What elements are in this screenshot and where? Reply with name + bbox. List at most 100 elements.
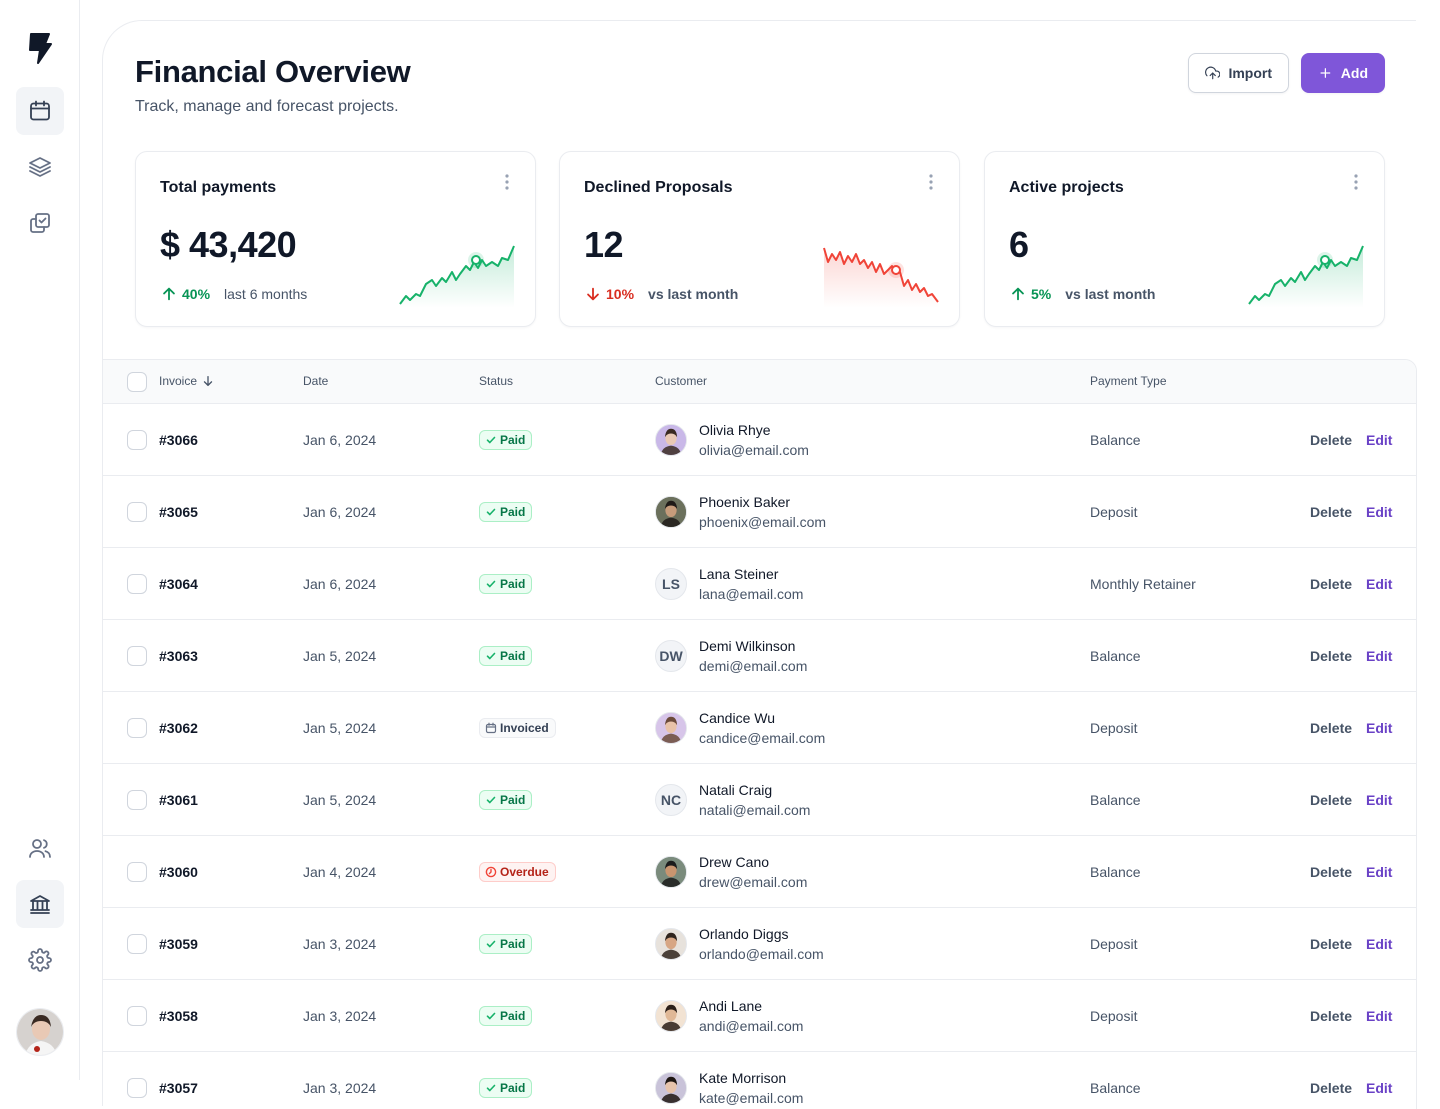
- row-checkbox[interactable]: [127, 934, 147, 954]
- clock-alert-icon: [485, 866, 497, 878]
- header-customer: Customer: [655, 374, 708, 388]
- import-button[interactable]: Import: [1188, 53, 1289, 93]
- payment-type: Balance: [1090, 864, 1141, 880]
- edit-button[interactable]: Edit: [1366, 504, 1393, 520]
- row-checkbox[interactable]: [127, 790, 147, 810]
- delete-button[interactable]: Delete: [1310, 936, 1353, 952]
- main-panel: Financial Overview Track, manage and for…: [102, 20, 1417, 1109]
- card-trend: 10% vs last month: [584, 285, 738, 303]
- row-checkbox[interactable]: [127, 502, 147, 522]
- delete-button[interactable]: Delete: [1310, 1080, 1353, 1096]
- more-vertical-icon[interactable]: [921, 172, 941, 192]
- trend-percent: 10%: [606, 286, 635, 302]
- customer-avatar: [655, 1000, 687, 1032]
- check-copy-icon: [30, 213, 50, 233]
- delete-button[interactable]: Delete: [1310, 432, 1353, 448]
- customer-avatar: DW: [655, 640, 687, 672]
- more-vertical-icon[interactable]: [1346, 172, 1366, 192]
- status-label: Paid: [500, 937, 526, 951]
- invoice-date: Jan 6, 2024: [303, 504, 377, 520]
- row-checkbox[interactable]: [127, 862, 147, 882]
- customer-email: phoenix@email.com: [699, 514, 827, 530]
- arrow-up-icon: [1012, 287, 1024, 301]
- payment-type: Deposit: [1090, 1008, 1138, 1024]
- invoice-number: #3063: [159, 648, 198, 664]
- page-title: Financial Overview: [135, 54, 411, 89]
- nav-layers[interactable]: [16, 143, 64, 191]
- edit-button[interactable]: Edit: [1366, 864, 1393, 880]
- delete-button[interactable]: Delete: [1310, 504, 1353, 520]
- nav-settings[interactable]: [16, 936, 64, 984]
- payment-type: Deposit: [1090, 936, 1138, 952]
- card-trend: 40% last 6 months: [160, 285, 307, 303]
- status-label: Paid: [500, 505, 526, 519]
- check-icon: [486, 580, 496, 588]
- customer-email: kate@email.com: [699, 1090, 804, 1106]
- row-checkbox[interactable]: [127, 646, 147, 666]
- trend-text: vs last month: [1065, 286, 1156, 302]
- customer-email: natali@email.com: [699, 802, 811, 818]
- page-subtitle: Track, manage and forecast projects.: [135, 98, 399, 115]
- nav-tasks[interactable]: [16, 199, 64, 247]
- table-row: #3066 Jan 6, 2024 Paid Olivia Rhye olivia@em…: [103, 404, 1416, 476]
- row-checkbox[interactable]: [127, 574, 147, 594]
- avatar-photo: [656, 713, 686, 743]
- add-label: Add: [1340, 65, 1368, 81]
- delete-button[interactable]: Delete: [1310, 1008, 1353, 1024]
- status-label: Paid: [500, 577, 526, 591]
- arrow-down-icon: [587, 287, 599, 301]
- edit-button[interactable]: Edit: [1366, 576, 1393, 592]
- customer-name: Demi Wilkinson: [699, 638, 796, 654]
- row-checkbox[interactable]: [127, 718, 147, 738]
- edit-button[interactable]: Edit: [1366, 1008, 1393, 1024]
- customer-email: lana@email.com: [699, 586, 804, 602]
- invoice-date: Jan 3, 2024: [303, 1080, 377, 1096]
- status-badge: Paid: [479, 1078, 533, 1098]
- edit-button[interactable]: Edit: [1366, 648, 1393, 664]
- row-checkbox[interactable]: [127, 1006, 147, 1026]
- arrow-down-sort-icon: [203, 375, 213, 387]
- avatar-photo: [656, 497, 686, 527]
- users-icon: [29, 839, 51, 858]
- payment-type: Deposit: [1090, 720, 1138, 736]
- trend-text: last 6 months: [224, 286, 308, 302]
- add-button[interactable]: Add: [1301, 53, 1385, 93]
- header-invoice[interactable]: Invoice: [159, 374, 215, 388]
- user-avatar[interactable]: [16, 1008, 64, 1056]
- row-checkbox[interactable]: [127, 430, 147, 450]
- invoice-date: Jan 6, 2024: [303, 576, 377, 592]
- check-icon: [486, 796, 496, 804]
- avatar-photo: [656, 425, 686, 455]
- select-all-checkbox[interactable]: [127, 372, 147, 392]
- delete-button[interactable]: Delete: [1310, 720, 1353, 736]
- customer-avatar: NC: [655, 784, 687, 816]
- delete-button[interactable]: Delete: [1310, 792, 1353, 808]
- row-checkbox[interactable]: [127, 1078, 147, 1098]
- table-row: #3062 Jan 5, 2024 Invoiced Candice Wu candic…: [103, 692, 1416, 764]
- delete-button[interactable]: Delete: [1310, 648, 1353, 664]
- edit-button[interactable]: Edit: [1366, 936, 1393, 952]
- customer-name: Natali Craig: [699, 782, 773, 798]
- logo-bolt-icon[interactable]: [22, 30, 58, 66]
- edit-button[interactable]: Edit: [1366, 720, 1393, 736]
- nav-bank[interactable]: [16, 880, 64, 928]
- delete-button[interactable]: Delete: [1310, 576, 1353, 592]
- nav-users[interactable]: [16, 824, 64, 872]
- avatar-photo: [17, 1009, 63, 1055]
- header-payment-type: Payment Type: [1090, 374, 1167, 388]
- customer-name: Orlando Diggs: [699, 926, 789, 942]
- payment-type: Balance: [1090, 648, 1141, 664]
- status-label: Overdue: [500, 865, 549, 879]
- check-icon: [486, 940, 496, 948]
- status-label: Paid: [500, 1081, 526, 1095]
- nav-calendar[interactable]: [16, 87, 64, 135]
- edit-button[interactable]: Edit: [1366, 432, 1393, 448]
- edit-button[interactable]: Edit: [1366, 1080, 1393, 1096]
- edit-button[interactable]: Edit: [1366, 792, 1393, 808]
- delete-button[interactable]: Delete: [1310, 864, 1353, 880]
- arrow-up-icon: [163, 287, 175, 301]
- more-vertical-icon[interactable]: [497, 172, 517, 192]
- customer-email: demi@email.com: [699, 658, 808, 674]
- payment-type: Deposit: [1090, 504, 1138, 520]
- invoice-number: #3059: [159, 936, 198, 952]
